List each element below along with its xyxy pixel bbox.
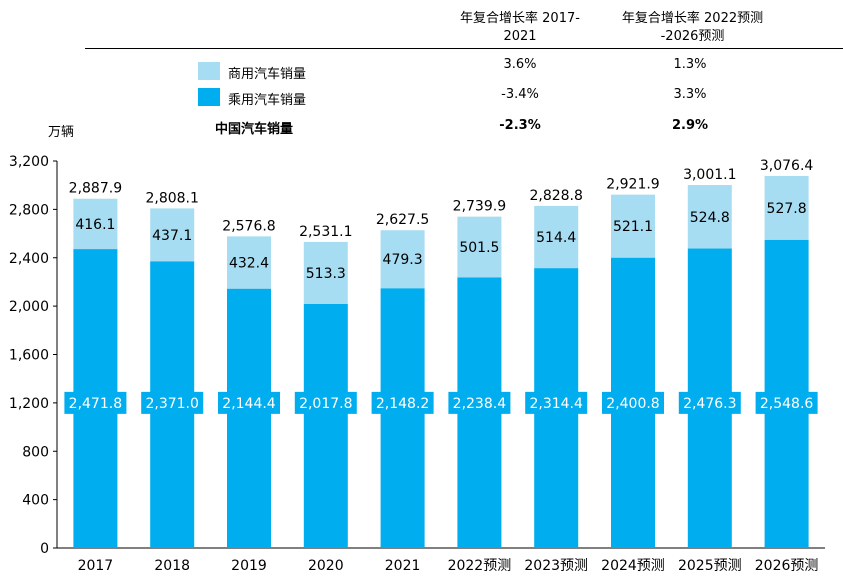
- header-col2-line1: 年复合增长率 2022预测: [621, 11, 764, 26]
- data-label-commercial: 432.4: [229, 256, 269, 272]
- data-label-total: 2,828.8: [529, 188, 582, 204]
- label-bg-passenger: [294, 391, 357, 414]
- bar-commercial: [687, 185, 732, 249]
- bar-commercial: [227, 236, 271, 289]
- bar-commercial: [150, 208, 195, 262]
- legend-label-commercial: 商用汽车销量: [228, 67, 307, 82]
- data-label-commercial: 416.1: [75, 217, 115, 233]
- data-label-passenger: 2,017.8: [299, 396, 352, 412]
- label-bg-passenger: [525, 391, 588, 414]
- y-tick-label: 2,800: [9, 202, 49, 218]
- data-label-commercial: 501.5: [459, 240, 499, 256]
- label-bg-passenger: [141, 391, 204, 414]
- data-label-commercial: 513.3: [306, 266, 346, 282]
- x-tick-label: 2023预测: [524, 558, 588, 574]
- cagr-passenger-2017-2021: -3.4%: [501, 87, 539, 102]
- data-label-commercial: 524.8: [690, 210, 730, 226]
- legend-label-passenger: 乘用汽车销量: [228, 93, 307, 108]
- bar-commercial: [457, 216, 502, 278]
- bar-commercial: [764, 175, 809, 240]
- bar-commercial: [611, 194, 655, 258]
- data-label-total: 2,739.9: [453, 199, 506, 215]
- data-label-commercial: 514.4: [536, 230, 576, 246]
- data-label-passenger: 2,371.0: [145, 396, 198, 412]
- data-label-passenger: 2,148.2: [376, 396, 429, 412]
- label-bg-passenger: [755, 391, 818, 414]
- data-label-passenger: 2,314.4: [529, 396, 583, 412]
- data-label-total: 2,887.9: [69, 181, 122, 197]
- cagr-commercial-2022-2026: 1.3%: [673, 57, 707, 72]
- y-tick-label: 0: [40, 541, 49, 557]
- header-col2-line2: -2026预测: [660, 29, 725, 44]
- data-label-total: 2,531.1: [299, 224, 352, 240]
- label-bg-passenger: [218, 391, 280, 414]
- data-label-total: 2,921.9: [606, 177, 659, 193]
- x-tick-label: 2019: [231, 558, 267, 574]
- x-tick-label: 2018: [154, 558, 190, 574]
- cagr-total-2022-2026: 2.9%: [671, 118, 709, 133]
- y-tick-label: 1,200: [9, 396, 49, 412]
- x-tick-label: 2020: [308, 558, 344, 574]
- header-col1-line1: 年复合增长率 2017-: [460, 11, 580, 26]
- bar-commercial: [73, 198, 118, 250]
- x-tick-label: 2022预测: [448, 558, 512, 574]
- label-bg-passenger: [64, 391, 127, 414]
- data-label-passenger: 2,144.4: [222, 396, 276, 412]
- header-col1: 年复合增长率 2017- 2021: [440, 10, 600, 46]
- label-bg-passenger: [371, 391, 434, 414]
- data-label-total: 2,627.5: [376, 212, 429, 228]
- data-label-total: 2,576.8: [222, 218, 275, 234]
- cagr-passenger-2022-2026: 3.3%: [673, 87, 707, 102]
- cagr-commercial-2017-2021: 3.6%: [503, 57, 537, 72]
- y-tick-label: 400: [22, 493, 49, 509]
- y-tick-label: 800: [22, 444, 49, 460]
- data-label-commercial: 527.8: [767, 201, 807, 217]
- x-tick-label: 2024预测: [601, 558, 665, 574]
- data-label-total: 3,076.4: [760, 158, 814, 174]
- legend-label-total: 中国汽车销量: [215, 122, 294, 137]
- x-tick-label: 2026预测: [755, 558, 819, 574]
- label-bg-passenger: [678, 391, 741, 414]
- header-col2: 年复合增长率 2022预测 -2026预测: [600, 10, 785, 46]
- data-label-passenger: 2,471.8: [69, 396, 122, 412]
- bar-passenger: [303, 303, 348, 548]
- x-tick-label: 2021: [385, 558, 421, 574]
- data-label-passenger: 2,400.8: [606, 396, 659, 412]
- bar-commercial: [534, 205, 579, 269]
- data-label-commercial: 521.1: [613, 219, 653, 235]
- label-bg-passenger: [602, 391, 664, 414]
- data-label-total: 2,808.1: [145, 190, 198, 206]
- y-tick-label: 2,000: [9, 299, 49, 315]
- cagr-total-2017-2021: -2.3%: [499, 118, 541, 133]
- bar-commercial: [303, 241, 348, 304]
- data-label-passenger: 2,476.3: [683, 396, 736, 412]
- y-tick-label: 2,400: [9, 251, 49, 267]
- header-col1-line2: 2021: [503, 29, 537, 44]
- bar-passenger: [380, 288, 425, 548]
- label-bg-passenger: [448, 391, 511, 414]
- data-label-passenger: 2,238.4: [453, 396, 507, 412]
- bar-commercial: [380, 230, 425, 289]
- x-tick-label: 2025预测: [678, 558, 742, 574]
- data-label-commercial: 479.3: [383, 252, 423, 268]
- header-rule: [85, 48, 843, 49]
- data-label-commercial: 437.1: [152, 228, 192, 244]
- y-tick-label: 1,600: [9, 348, 49, 364]
- y-tick-label: 3,200: [9, 154, 49, 170]
- data-label-passenger: 2,548.6: [760, 396, 814, 412]
- bar-passenger: [227, 288, 271, 548]
- legend-swatch-passenger: [198, 88, 220, 106]
- x-tick-label: 2017: [78, 558, 114, 574]
- unit-label: 万辆: [48, 125, 75, 140]
- data-label-total: 3,001.1: [683, 167, 736, 183]
- legend-swatch-commercial: [198, 62, 220, 80]
